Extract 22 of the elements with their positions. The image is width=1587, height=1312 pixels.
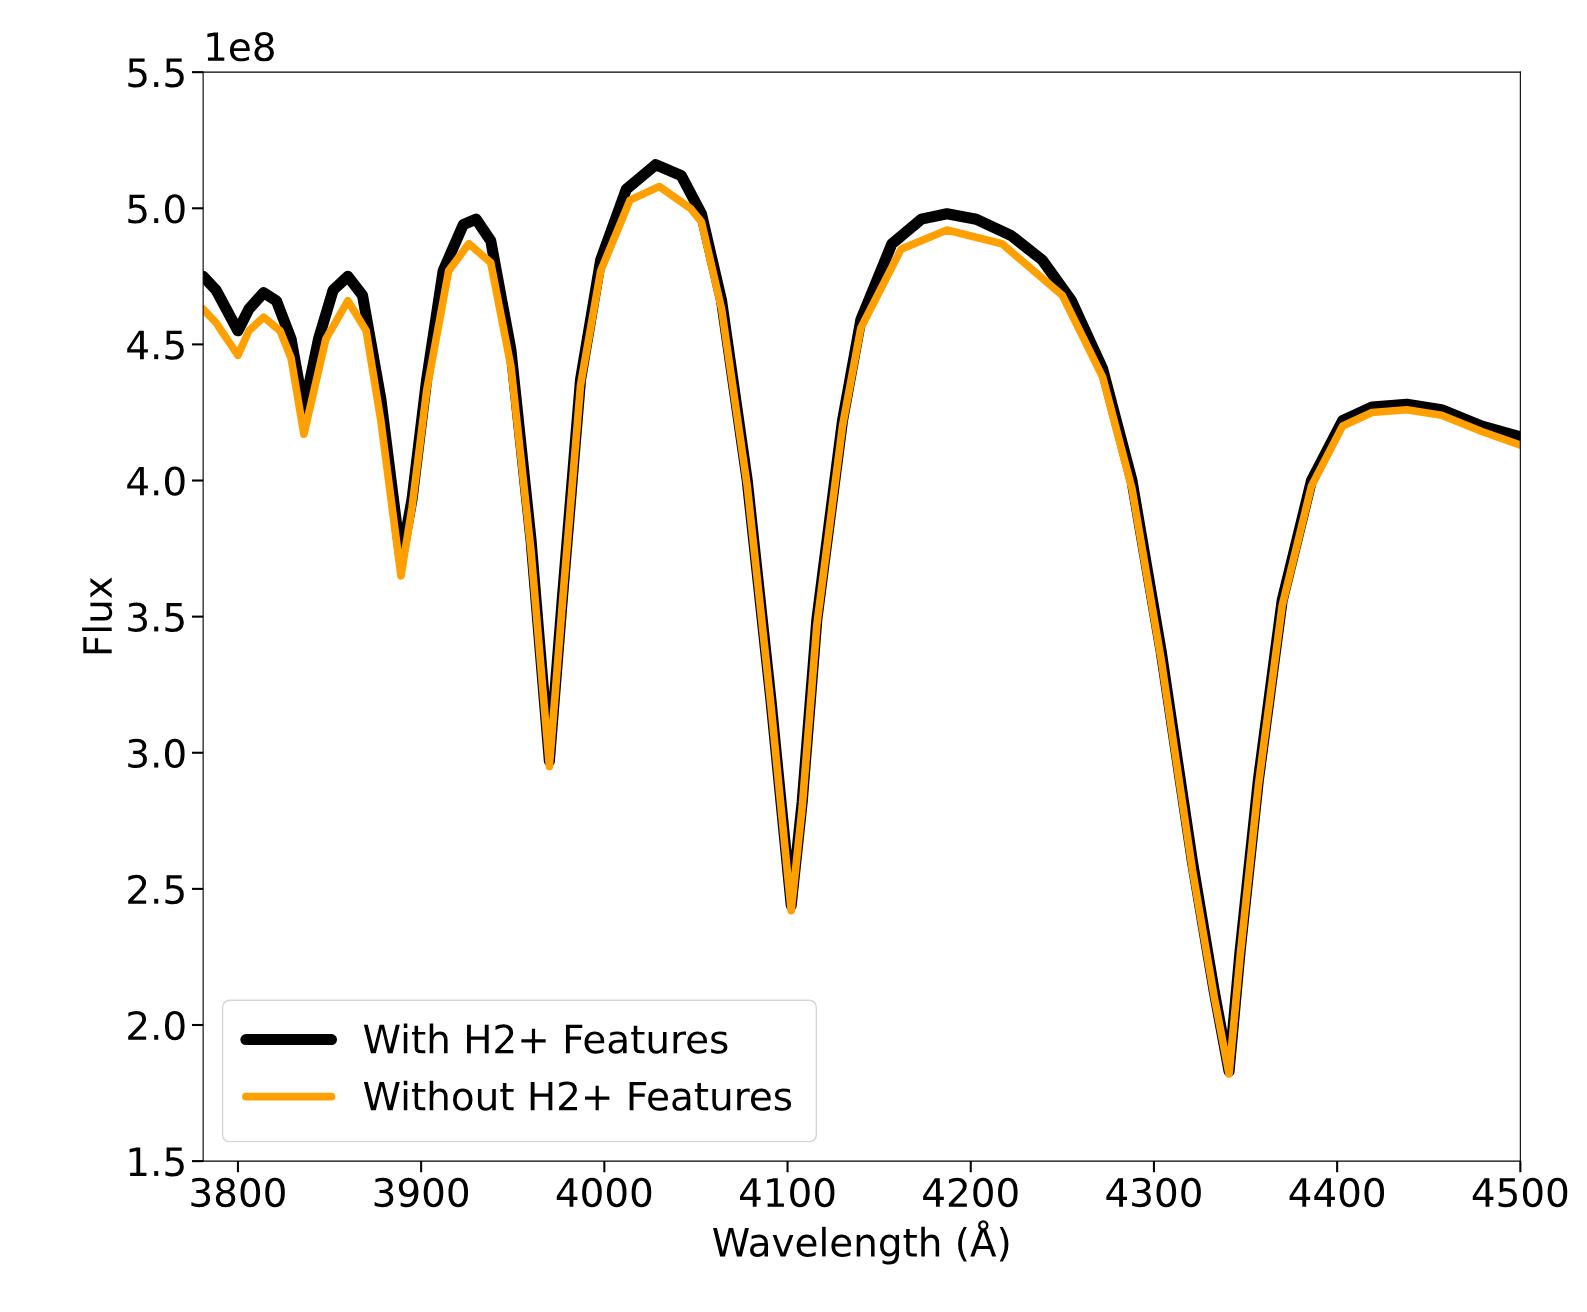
y-axis-title: Flux [82, 577, 113, 654]
y-tick-label: 3.0 [128, 738, 185, 769]
y-tick-label: 5.5 [128, 58, 184, 88]
x-tick-label: 4400 [1289, 1177, 1385, 1208]
x-tick-label: 3800 [191, 1177, 285, 1208]
legend-label: Without H2+ Features [363, 1080, 792, 1111]
legend-label: With H2+ Features [363, 1023, 728, 1054]
x-tick-label: 4000 [556, 1177, 652, 1208]
y-tick-label: 5.0 [128, 194, 185, 224]
y-tick-label: 3.5 [128, 602, 184, 632]
y-tick-label: 4.5 [127, 330, 184, 360]
x-axis-title: Wavelength (Å) [713, 1220, 1009, 1265]
y-tick-label: 4.0 [127, 466, 185, 496]
text: 1e8 [207, 31, 274, 62]
y-tick-label: 2.0 [128, 1010, 185, 1041]
y-tick-label: 2.5 [128, 874, 184, 905]
x-tick-label: 3900 [374, 1177, 469, 1208]
x-tick-label: 4500 [1472, 1177, 1568, 1208]
x-tick-label: 4100 [739, 1177, 835, 1208]
x-tick-label: 4200 [923, 1177, 1018, 1208]
y-tick-label: 1.5 [129, 1147, 184, 1177]
x-tick-label: 4300 [1106, 1177, 1201, 1208]
